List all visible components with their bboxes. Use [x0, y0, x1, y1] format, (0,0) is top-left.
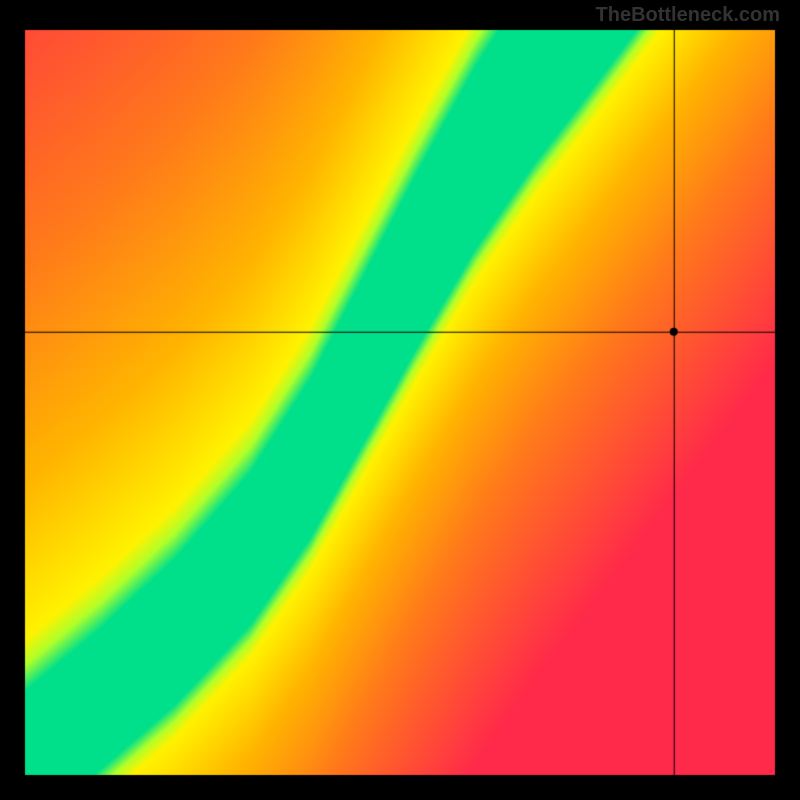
- bottleneck-heatmap: [0, 0, 800, 800]
- watermark-text: TheBottleneck.com: [596, 4, 780, 27]
- chart-container: TheBottleneck.com: [0, 0, 800, 800]
